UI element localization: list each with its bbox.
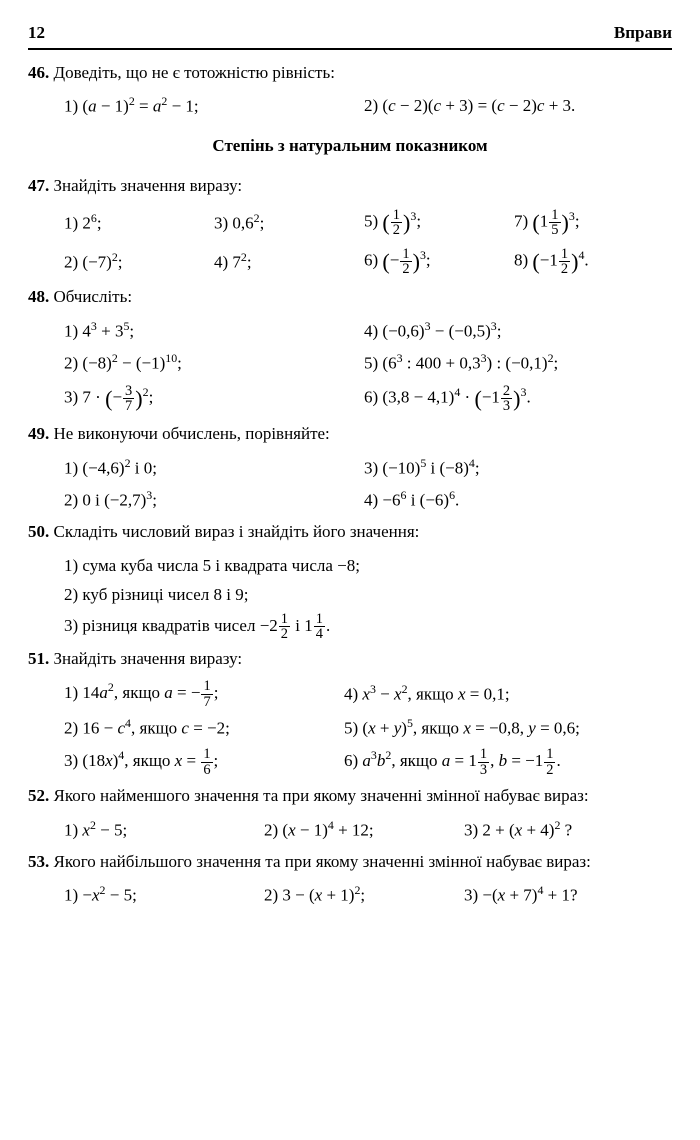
problem-text: Не виконуючи обчислень, порівняйте:	[54, 424, 330, 443]
problem-52: 52. Якого найменшого значення та при яко…	[28, 783, 672, 809]
item-47-5: 5) (12)3;	[364, 206, 514, 239]
item-49-3: 3) (−10)5 і (−8)4;	[364, 455, 664, 481]
problem-51-row1: 1) 14a2, якщо a = −17; 4) x3 − x2, якщо …	[64, 679, 672, 709]
item-47-3: 3) 0,62;	[214, 210, 364, 236]
item-49-2: 2) 0 і (−2,7)3;	[64, 487, 364, 513]
problem-48: 48. Обчисліть:	[28, 284, 672, 310]
problem-48-row3: 3) 7 · (−37)2; 6) (3,8 − 4,1)4 · (−123)3…	[64, 382, 672, 415]
item-47-1: 1) 26;	[64, 210, 214, 236]
problem-text: Доведіть, що не є тотожністю рівність:	[54, 63, 335, 82]
problem-46: 46. Доведіть, що не є тотожністю рівніст…	[28, 60, 672, 86]
item-52-1: 1) x2 − 5;	[64, 817, 264, 843]
problem-47-row2: 2) (−7)2; 4) 72; 6) (−12)3; 8) (−112)4.	[64, 245, 672, 278]
item-53-3: 3) −(x + 7)4 + 1?	[464, 882, 664, 908]
problem-53-items: 1) −x2 − 5; 2) 3 − (x + 1)2; 3) −(x + 7)…	[64, 882, 672, 908]
problem-number: 52.	[28, 786, 49, 805]
item-48-1: 1) 43 + 35;	[64, 318, 364, 344]
item-49-4: 4) −66 і (−6)6.	[364, 487, 664, 513]
problem-number: 47.	[28, 176, 49, 195]
problem-text: Якого найменшого значення та при якому з…	[54, 786, 589, 805]
problem-number: 46.	[28, 63, 49, 82]
item-52-3: 3) 2 + (x + 4)2 ?	[464, 817, 664, 843]
problem-48-row2: 2) (−8)2 − (−1)10; 5) (63 : 400 + 0,33) …	[64, 350, 672, 376]
item-48-6: 6) (3,8 − 4,1)4 · (−123)3.	[364, 382, 664, 415]
item-51-1: 1) 14a2, якщо a = −17;	[64, 679, 344, 709]
item-46-1: 1) (a − 1)2 = a2 − 1;	[64, 93, 364, 119]
item-50-2: 2) куб різниці чисел 8 і 9;	[64, 582, 672, 608]
item-51-3: 3) (18x)4, якщо x = 16;	[64, 747, 344, 777]
item-47-6: 6) (−12)3;	[364, 245, 514, 278]
item-50-3: 3) різниця квадратів чисел −212 і 114.	[64, 612, 672, 642]
item-50-1: 1) сума куба числа 5 і квадрата числа −8…	[64, 553, 672, 579]
item-47-2: 2) (−7)2;	[64, 249, 214, 275]
problem-text: Складіть числовий вираз і знайдіть його …	[54, 522, 420, 541]
item-47-7: 7) (115)3;	[514, 206, 664, 239]
problem-51-row3: 3) (18x)4, якщо x = 16; 6) a3b2, якщо a …	[64, 747, 672, 777]
item-48-4: 4) (−0,6)3 − (−0,5)3;	[364, 318, 664, 344]
problem-50: 50. Складіть числовий вираз і знайдіть й…	[28, 519, 672, 545]
problem-46-items: 1) (a − 1)2 = a2 − 1; 2) (c − 2)(c + 3) …	[64, 93, 672, 119]
item-48-5: 5) (63 : 400 + 0,33) : (−0,1)2;	[364, 350, 664, 376]
problem-text: Якого найбільшого значення та при якому …	[54, 852, 591, 871]
item-51-2: 2) 16 − c4, якщо c = −2;	[64, 715, 344, 741]
problem-number: 49.	[28, 424, 49, 443]
problem-text: Знайдіть значення виразу:	[54, 649, 243, 668]
problem-51: 51. Знайдіть значення виразу:	[28, 646, 672, 672]
problem-48-row1: 1) 43 + 35; 4) (−0,6)3 − (−0,5)3;	[64, 318, 672, 344]
problem-number: 53.	[28, 852, 49, 871]
problem-52-items: 1) x2 − 5; 2) (x − 1)4 + 12; 3) 2 + (x +…	[64, 817, 672, 843]
problem-47-row1: 1) 26; 3) 0,62; 5) (12)3; 7) (115)3;	[64, 206, 672, 239]
problem-47: 47. Знайдіть значення виразу:	[28, 173, 672, 199]
problem-53: 53. Якого найбільшого значення та при як…	[28, 849, 672, 875]
problem-number: 50.	[28, 522, 49, 541]
item-48-3: 3) 7 · (−37)2;	[64, 382, 364, 415]
problem-49-row1: 1) (−4,6)2 і 0; 3) (−10)5 і (−8)4;	[64, 455, 672, 481]
item-52-2: 2) (x − 1)4 + 12;	[264, 817, 464, 843]
page-number: 12	[28, 20, 45, 46]
item-47-8: 8) (−112)4.	[514, 245, 664, 278]
item-47-4: 4) 72;	[214, 249, 364, 275]
item-48-2: 2) (−8)2 − (−1)10;	[64, 350, 364, 376]
problem-49-row2: 2) 0 і (−2,7)3; 4) −66 і (−6)6.	[64, 487, 672, 513]
item-51-6: 6) a3b2, якщо a = 113, b = −112.	[344, 747, 561, 777]
item-53-1: 1) −x2 − 5;	[64, 882, 264, 908]
header-label: Вправи	[614, 20, 672, 46]
problem-51-row2: 2) 16 − c4, якщо c = −2; 5) (x + y)5, як…	[64, 715, 672, 741]
item-46-2: 2) (c − 2)(c + 3) = (c − 2)c + 3.	[364, 93, 664, 119]
item-49-1: 1) (−4,6)2 і 0;	[64, 455, 364, 481]
problem-text: Обчисліть:	[54, 287, 133, 306]
problem-text: Знайдіть значення виразу:	[54, 176, 243, 195]
problem-number: 48.	[28, 287, 49, 306]
item-53-2: 2) 3 − (x + 1)2;	[264, 882, 464, 908]
problem-number: 51.	[28, 649, 49, 668]
section-title: Степінь з натуральним показником	[28, 133, 672, 159]
problem-49: 49. Не виконуючи обчислень, порівняйте:	[28, 421, 672, 447]
item-51-5: 5) (x + y)5, якщо x = −0,8, y = 0,6;	[344, 715, 580, 741]
item-51-4: 4) x3 − x2, якщо x = 0,1;	[344, 681, 510, 707]
page-header: 12 Вправи	[28, 20, 672, 50]
